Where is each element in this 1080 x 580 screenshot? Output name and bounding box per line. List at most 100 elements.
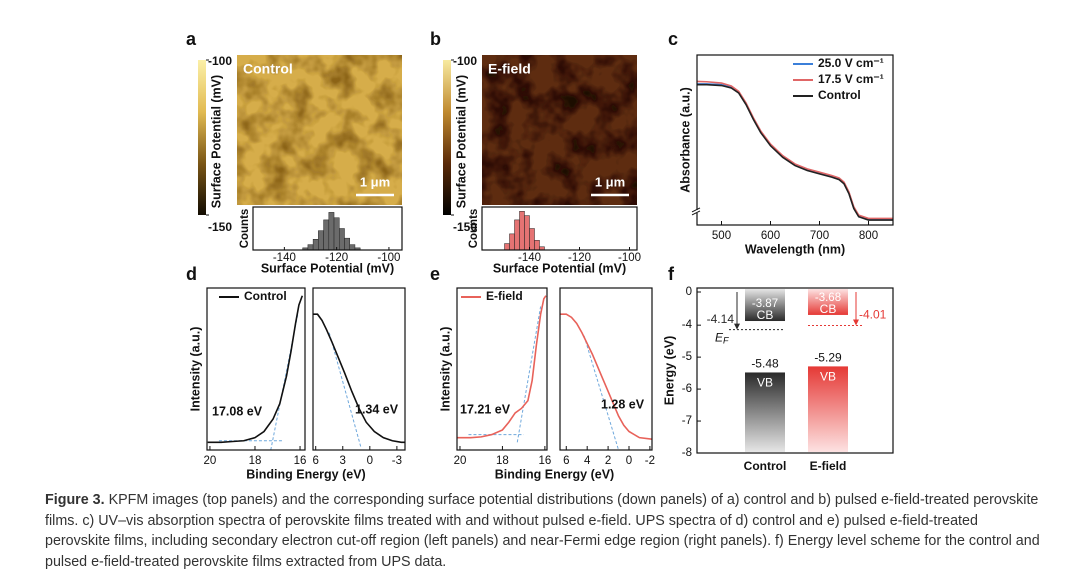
histogram-bar — [524, 215, 530, 251]
legend-label: E-field — [486, 289, 523, 303]
x-tick-label: 20 — [454, 455, 467, 467]
image-title: Control — [243, 61, 293, 77]
colorbar-tick-label: -150 — [208, 220, 232, 234]
vb-value: -5.29 — [814, 351, 842, 365]
histogram-bar — [318, 230, 324, 251]
x-tick-label: 2 — [605, 455, 611, 467]
x-tick-label: 3 — [340, 455, 346, 467]
fermi-label: EF — [715, 331, 729, 346]
histogram-bar — [328, 212, 335, 251]
histogram-bar — [312, 239, 319, 251]
histogram-bar — [504, 243, 510, 251]
category-label: E-field — [810, 459, 847, 473]
x-tick-label: 16 — [294, 455, 307, 467]
panel-label: a — [186, 29, 197, 49]
histogram-bar — [514, 219, 520, 251]
vb-bar — [808, 366, 848, 452]
x-tick-label: -100 — [618, 252, 641, 264]
data-line — [457, 295, 547, 439]
annotation: 1.28 eV — [601, 397, 645, 411]
histogram-bar — [349, 244, 356, 251]
x-tick-label: -140 — [273, 252, 296, 264]
y-axis-label: Counts — [468, 209, 480, 249]
fermi-label-sub: F — [723, 336, 729, 346]
x-tick-label: -140 — [518, 252, 541, 264]
plot-frame — [696, 287, 894, 454]
histogram-bar — [344, 237, 350, 251]
x-tick-label: 0 — [626, 455, 632, 467]
x-tick-label: -120 — [568, 252, 591, 264]
arrow-head — [734, 323, 740, 330]
data-line — [697, 83, 893, 221]
x-tick-label: -2 — [645, 455, 655, 467]
y-axis-label: Absorbance (a.u.) — [678, 87, 692, 193]
histogram-bar — [323, 219, 330, 251]
fermi-label-main: E — [715, 331, 724, 345]
fermi-value: -4.01 — [859, 308, 887, 322]
legend-label: 25.0 V cm⁻¹ — [818, 56, 884, 70]
x-tick-label: 18 — [496, 455, 509, 467]
x-tick-label: 6 — [563, 455, 569, 467]
histogram-bg — [482, 207, 637, 250]
vb-bar — [745, 372, 785, 452]
caption-text: KPFM images (top panels) and the corresp… — [45, 492, 1040, 570]
y-axis-label: Counts — [239, 209, 251, 249]
cb-bar — [808, 289, 848, 315]
histogram-bar — [534, 240, 540, 251]
kpfm-texture — [482, 55, 637, 205]
y-tick-label: -6 — [682, 383, 692, 395]
colorbar-label: Surface Potential (mV) — [454, 75, 468, 208]
histogram-bar — [339, 228, 345, 251]
histogram-bar — [529, 228, 535, 251]
x-axis-label: Wavelength (nm) — [745, 242, 845, 256]
histogram-bar — [307, 244, 314, 251]
cb-value: -3.68 — [815, 292, 841, 304]
data-line — [313, 313, 405, 444]
x-tick-label: 500 — [712, 230, 731, 242]
caption: Figure 3. KPFM images (top panels) and t… — [45, 490, 1045, 572]
panel-label: d — [186, 264, 197, 284]
category-label: Control — [744, 459, 787, 473]
fit-line — [583, 335, 620, 451]
plot-frame — [312, 287, 406, 451]
x-tick-label: 20 — [204, 455, 217, 467]
fit-line — [328, 332, 362, 448]
data-line — [697, 83, 893, 221]
x-tick-label: 6 — [313, 455, 319, 467]
colorbar-tick-label: -150 — [453, 220, 477, 234]
vb-label: VB — [757, 376, 773, 390]
scale-bar-label: 1 μm — [360, 174, 390, 189]
data-line — [560, 313, 653, 440]
x-tick-label: 600 — [761, 230, 780, 242]
cb-label: CB — [757, 308, 774, 322]
colorbar — [198, 60, 206, 215]
y-tick-label: -7 — [682, 415, 692, 427]
panel-label: e — [430, 264, 440, 284]
x-axis-label: Surface Potential (mV) — [261, 261, 394, 275]
data-line — [207, 295, 304, 444]
annotation: 1.34 eV — [355, 402, 399, 416]
y-axis-label: Energy (eV) — [662, 336, 676, 405]
plot-frame — [559, 287, 653, 451]
cb-value: -3.87 — [752, 298, 778, 310]
x-tick-label: 700 — [810, 230, 829, 242]
histogram-bar — [519, 211, 525, 251]
colorbar-label: Surface Potential (mV) — [209, 75, 223, 208]
y-tick-label: -8 — [682, 447, 692, 459]
axis-break — [691, 210, 701, 216]
x-tick-label: 16 — [538, 455, 551, 467]
x-tick-label: 18 — [249, 455, 262, 467]
annotation: 17.08 eV — [212, 404, 263, 418]
plot-frame — [456, 287, 548, 451]
x-tick-label: -120 — [325, 252, 348, 264]
image-title: E-field — [488, 61, 531, 77]
legend-label: 17.5 V cm⁻¹ — [818, 72, 884, 86]
annotation: 17.21 eV — [460, 402, 511, 416]
fit-line — [516, 306, 542, 443]
caption-label: Figure 3. — [45, 492, 105, 508]
y-tick-label: -5 — [682, 351, 692, 363]
x-axis-label: Binding Energy (eV) — [495, 467, 614, 481]
x-tick-label: -3 — [392, 455, 402, 467]
panel-label: c — [668, 29, 678, 49]
